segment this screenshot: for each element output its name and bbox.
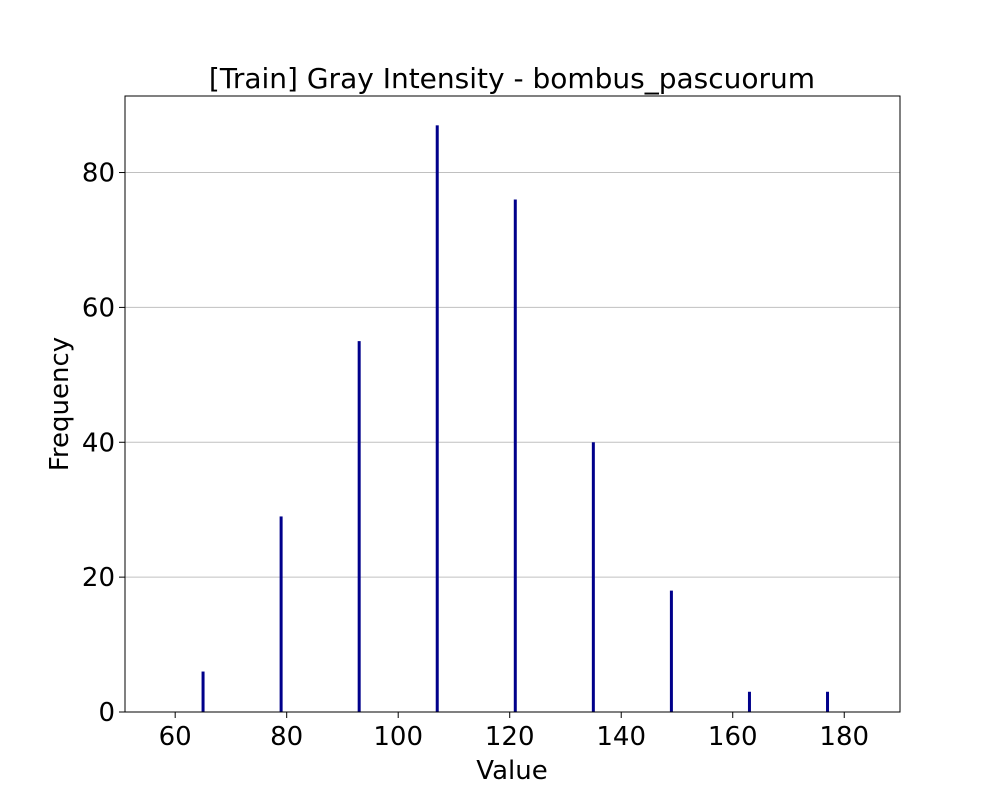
y-tick-label: 40 bbox=[82, 428, 115, 458]
histogram-bar bbox=[747, 691, 751, 712]
x-axis-label: Value bbox=[476, 756, 547, 786]
x-tick-label: 60 bbox=[159, 722, 192, 752]
gridlines bbox=[125, 172, 900, 578]
plot-frame bbox=[124, 95, 901, 713]
y-tick-label: 0 bbox=[98, 698, 115, 728]
x-tick-label: 180 bbox=[819, 722, 869, 752]
histogram-bar bbox=[669, 590, 673, 712]
x-tick-label: 80 bbox=[270, 722, 303, 752]
x-axis-ticks: 60 80 100 120 140 160 180 bbox=[159, 712, 869, 752]
histogram-bar bbox=[201, 671, 205, 712]
x-tick-label: 120 bbox=[485, 722, 535, 752]
histogram-bar bbox=[826, 691, 830, 712]
histogram-bar bbox=[279, 516, 283, 712]
histogram-bar bbox=[435, 125, 439, 713]
y-axis-ticks: 0 20 40 60 80 bbox=[82, 159, 125, 728]
chart-title: [Train] Gray Intensity - bombus_pascuoru… bbox=[209, 62, 815, 95]
x-tick-label: 160 bbox=[708, 722, 758, 752]
histogram-bar bbox=[591, 442, 595, 712]
x-tick-label: 140 bbox=[596, 722, 646, 752]
y-tick-label: 20 bbox=[82, 563, 115, 593]
y-axis-label: Frequency bbox=[45, 337, 75, 471]
bars bbox=[201, 125, 830, 713]
y-tick-label: 60 bbox=[82, 293, 115, 323]
x-tick-label: 100 bbox=[373, 722, 423, 752]
histogram-bar bbox=[513, 199, 517, 712]
y-tick-label: 80 bbox=[82, 159, 115, 189]
histogram-bar bbox=[357, 341, 361, 712]
